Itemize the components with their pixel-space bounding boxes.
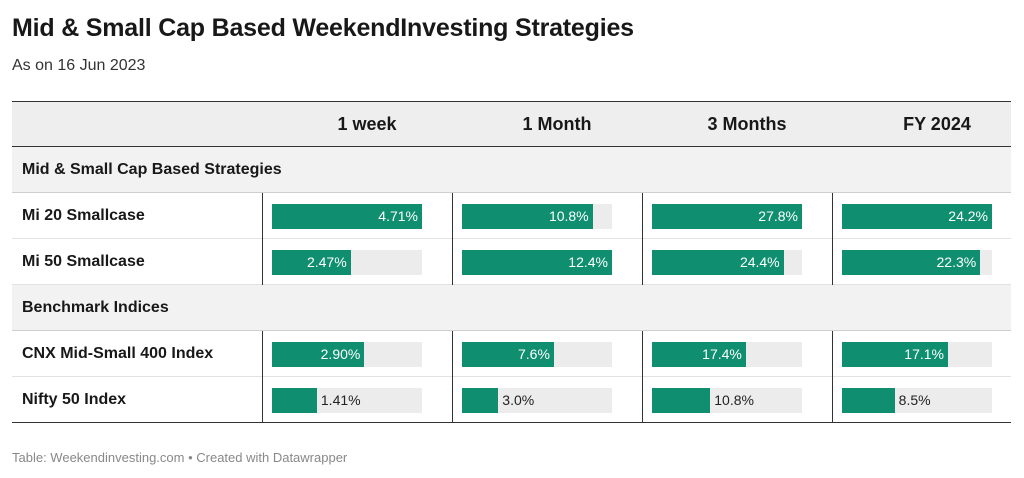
column-divider — [642, 331, 643, 377]
bar-track: 24.4% — [652, 250, 802, 275]
bar-track: 7.6% — [462, 342, 612, 367]
data-label: 2.47% — [306, 254, 347, 270]
row-label: Nifty 50 Index — [22, 391, 127, 408]
chart-footer: Table: Weekendinvesting.com • Created wi… — [12, 450, 348, 465]
data-label: 24.4% — [739, 254, 780, 270]
bar-track: 3.0% — [462, 388, 612, 413]
column-divider — [452, 239, 453, 285]
column-divider — [642, 239, 643, 285]
data-label: 10.8% — [714, 392, 754, 408]
row-label: CNX Mid-Small 400 Index — [22, 345, 214, 362]
data-label: 1.41% — [320, 392, 361, 408]
bar-track: 22.3% — [842, 250, 992, 275]
data-bar — [272, 342, 365, 367]
table-row: CNX Mid-Small 400 Index 2.90% 7.6% 17.4% 17.… — [12, 331, 1011, 377]
column-divider — [452, 193, 453, 239]
bar-track: 17.1% — [842, 342, 992, 367]
data-label: 3.0% — [502, 392, 535, 408]
data-label: 10.8% — [548, 208, 589, 224]
data-label: 2.90% — [320, 346, 361, 362]
data-bar — [462, 250, 612, 275]
data-label: 12.4% — [568, 254, 608, 270]
bar-track: 27.8% — [652, 204, 802, 229]
group-header-row: Benchmark Indices — [12, 285, 1011, 331]
data-bar — [462, 204, 593, 229]
data-label: 22.3% — [936, 254, 977, 270]
column-header: 3 Months — [707, 114, 787, 134]
data-bar — [652, 388, 711, 413]
column-divider — [452, 331, 453, 377]
bar-track: 2.90% — [272, 342, 422, 367]
bar-track: 10.8% — [462, 204, 612, 229]
bar-track: 24.2% — [842, 204, 992, 229]
column-divider — [262, 239, 263, 285]
data-bar — [272, 388, 317, 413]
data-bar — [652, 342, 746, 367]
column-header: FY 2024 — [903, 114, 971, 134]
column-divider — [452, 377, 453, 423]
table-row: Nifty 50 Index 1.41% 3.0% 10.8% 8.5% — [12, 377, 1011, 423]
column-divider — [642, 377, 643, 423]
column-divider — [262, 377, 263, 423]
row-label: Mi 20 Smallcase — [22, 207, 145, 224]
data-bar — [842, 388, 895, 413]
column-divider — [262, 331, 263, 377]
data-bar — [272, 204, 422, 229]
column-divider — [832, 239, 833, 285]
data-label: 8.5% — [898, 392, 931, 408]
table-header: 1 week 1 Month 3 Months FY 2024 — [12, 102, 1011, 147]
table-row: Mi 20 Smallcase 4.71% 10.8% 27.8% 24.2% — [12, 193, 1011, 239]
group-label: Mid & Small Cap Based Strategies — [22, 161, 282, 178]
data-table: 1 week 1 Month 3 Months FY 2024 Mid & Small … — [12, 101, 1011, 423]
data-label: 17.4% — [702, 346, 742, 362]
column-divider — [642, 193, 643, 239]
data-label: 4.71% — [378, 208, 418, 224]
group-label: Benchmark Indices — [22, 299, 169, 316]
table-row: Mi 50 Smallcase 2.47% 12.4% 24.4% 22.3% — [12, 239, 1011, 285]
data-bar — [652, 250, 784, 275]
data-label: 7.6% — [518, 346, 550, 362]
data-bar — [842, 204, 992, 229]
group-header-row: Mid & Small Cap Based Strategies — [12, 147, 1011, 193]
column-divider — [832, 193, 833, 239]
data-bar — [272, 250, 351, 275]
bar-track: 4.71% — [272, 204, 422, 229]
row-label: Mi 50 Smallcase — [22, 253, 145, 270]
data-label: 24.2% — [948, 208, 988, 224]
data-label: 17.1% — [904, 346, 944, 362]
data-bar — [842, 342, 948, 367]
column-header: 1 Month — [522, 114, 592, 134]
column-divider — [262, 193, 263, 239]
chart-subtitle: As on 16 Jun 2023 — [12, 57, 146, 74]
data-label: 27.8% — [758, 208, 798, 224]
data-bar — [462, 342, 554, 367]
column-divider — [832, 377, 833, 423]
bar-track: 2.47% — [272, 250, 422, 275]
chart-title: Mid & Small Cap Based WeekendInvesting S… — [12, 14, 634, 42]
bar-track: 17.4% — [652, 342, 802, 367]
data-bar — [462, 388, 499, 413]
data-bar — [842, 250, 981, 275]
bar-track: 12.4% — [462, 250, 612, 275]
data-bar — [652, 204, 802, 229]
column-divider — [832, 331, 833, 377]
bar-track: 8.5% — [842, 388, 992, 413]
bar-track: 1.41% — [272, 388, 422, 413]
bar-track: 10.8% — [652, 388, 802, 413]
column-header: 1 week — [337, 114, 397, 134]
